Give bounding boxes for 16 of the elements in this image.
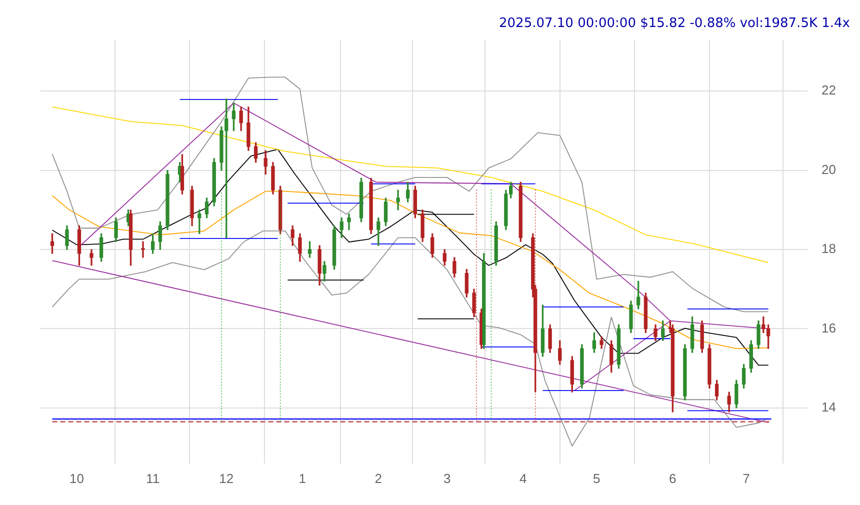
- x-tick-label: 12: [219, 470, 234, 486]
- x-tick-label: 7: [742, 470, 750, 486]
- chart-title: 2025.07.10 00:00:00 $15.82 -0.88% vol:1987.5K 1.4x: [499, 16, 850, 32]
- x-tick-label: 2: [374, 470, 382, 486]
- x-tick-label: 3: [443, 470, 451, 486]
- x-tick-label: 10: [70, 470, 84, 486]
- y-tick-label: 16: [822, 320, 836, 336]
- y-tick-label: 22: [822, 82, 836, 98]
- x-tick-label: 6: [669, 470, 676, 486]
- x-tick-label: 11: [146, 470, 160, 486]
- y-tick-label: 20: [822, 162, 836, 177]
- y-tick-label: 18: [822, 241, 836, 256]
- x-tick-label: 4: [519, 470, 527, 486]
- y-tick-label: 14: [822, 400, 836, 415]
- x-tick-label: 5: [593, 470, 600, 486]
- x-tick-label: 1: [298, 470, 306, 486]
